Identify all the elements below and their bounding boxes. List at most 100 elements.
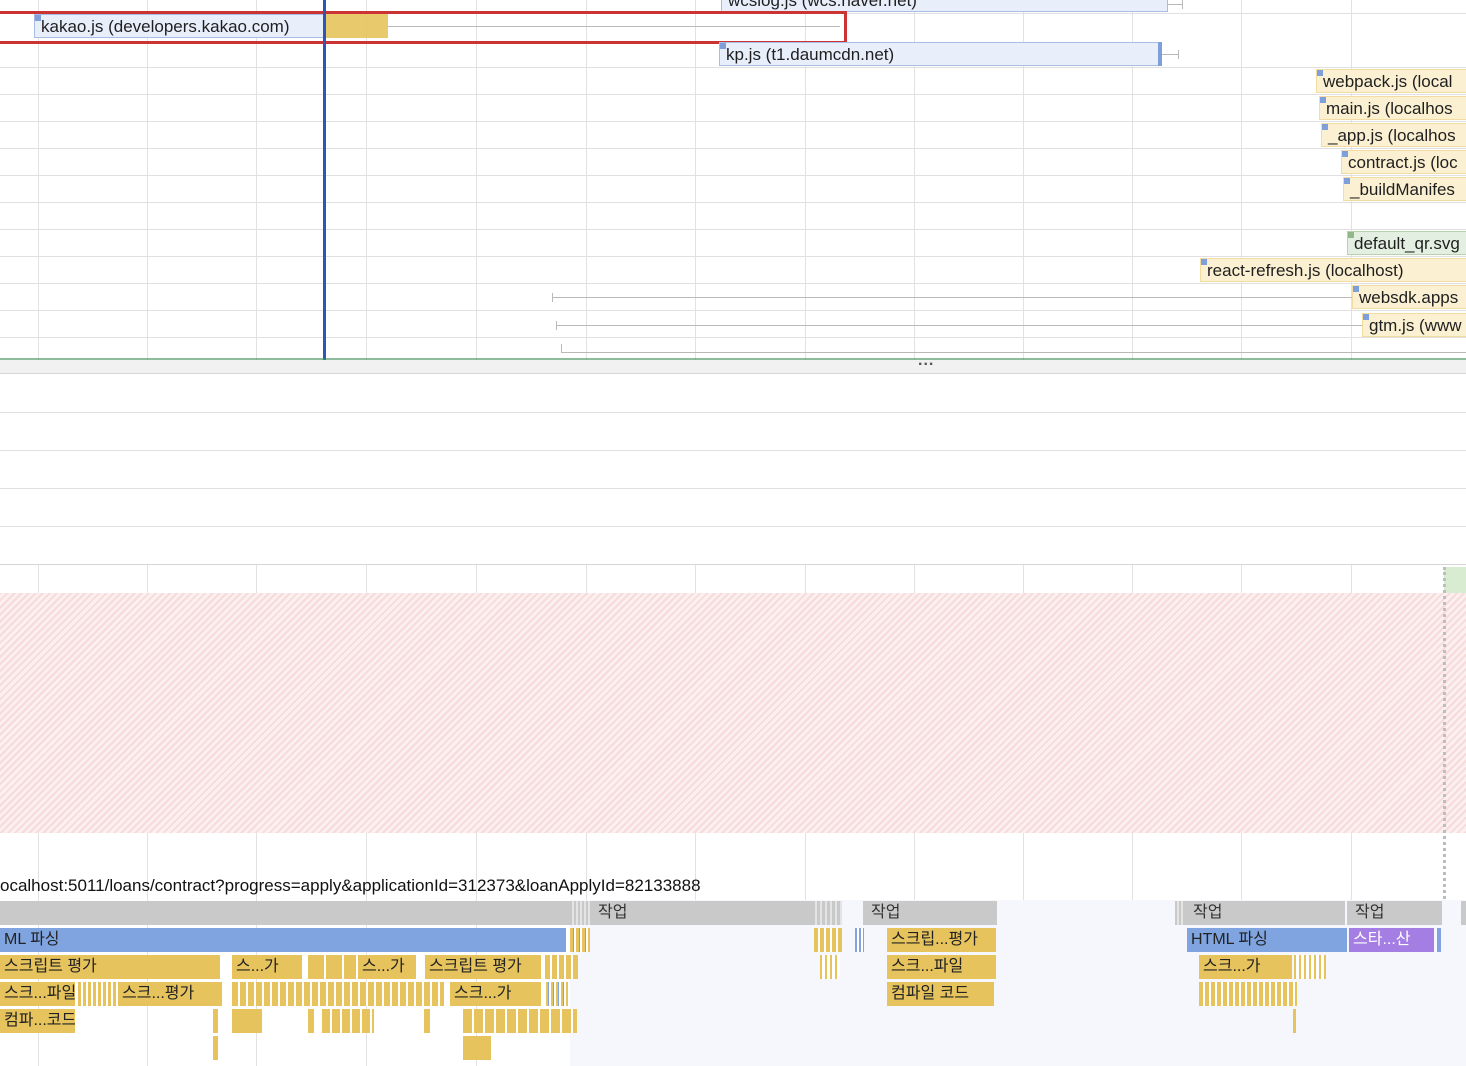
task-bar[interactable]: 작업 <box>863 901 997 925</box>
flame-script-compile[interactable]: 스크...파일 <box>0 982 75 1006</box>
flame-script-eval[interactable]: 스크립트 평가 <box>425 955 541 979</box>
flame-html-parse[interactable]: HTML 파싱 <box>1187 928 1347 952</box>
flame-script-compile[interactable]: 스크...파일 <box>887 955 996 979</box>
more-rows-indicator[interactable]: ... <box>918 352 935 369</box>
task-slivers <box>570 901 590 925</box>
flame-slivers <box>308 955 356 979</box>
task-slivers <box>1175 901 1185 925</box>
task-slivers <box>812 901 842 925</box>
network-request-label: _app.js (localhos <box>1328 126 1456 145</box>
network-request-label: kakao.js (developers.kakao.com) <box>41 17 290 36</box>
task-label: 작업 <box>598 904 628 921</box>
flame-sliver <box>213 1036 218 1060</box>
network-request-bar[interactable]: _buildManifes <box>1343 177 1466 201</box>
task-bar[interactable]: 작업 <box>1185 901 1345 925</box>
flame-slivers <box>463 1009 577 1033</box>
network-request-bar[interactable]: contract.js (loc <box>1341 150 1466 174</box>
request-whisker <box>1168 4 1182 5</box>
flame-label: ML 파싱 <box>4 931 60 948</box>
task-bar[interactable]: 작업 <box>1347 901 1442 925</box>
flame-html-parse[interactable]: ML 파싱 <box>0 928 566 952</box>
request-whisker <box>556 325 1362 326</box>
flame-compile-code[interactable]: 컴파...코드 <box>0 1009 75 1033</box>
flame-slivers <box>820 955 840 979</box>
main-thread-url: ocalhost:5011/loans/contract?progress=ap… <box>0 876 701 895</box>
row-separator <box>0 283 1466 284</box>
flame-script-eval[interactable]: 스크립...평가 <box>887 928 996 952</box>
request-whisker-cap <box>552 293 553 302</box>
grid-line <box>366 0 367 360</box>
network-track: wcslog.js (wcs.naver.net) kakao.js (deve… <box>0 0 1466 360</box>
network-request-label: webpack.js (local <box>1323 72 1453 91</box>
flame-label: 컴파일 코드 <box>891 985 970 1002</box>
flame-script-eval[interactable]: 스크...가 <box>450 982 541 1006</box>
row-separator <box>0 175 1466 176</box>
grid-line <box>256 0 257 360</box>
flame-slivers <box>814 928 842 952</box>
request-start-marker <box>1363 314 1369 320</box>
row-separator <box>0 310 1466 311</box>
flame-slivers <box>78 982 116 1006</box>
long-task-region <box>0 593 1466 833</box>
flame-script-eval[interactable]: 스...가 <box>232 955 302 979</box>
request-whisker <box>1162 54 1178 55</box>
flame-slivers <box>545 955 578 979</box>
time-cursor-line[interactable] <box>323 0 326 360</box>
network-request-bar-selected[interactable]: kakao.js (developers.kakao.com) <box>34 14 324 38</box>
network-request-bar[interactable]: main.js (localhos <box>1319 96 1466 120</box>
flame-slivers <box>322 1009 374 1033</box>
request-start-marker <box>1322 124 1328 130</box>
task-bar[interactable] <box>0 901 570 925</box>
network-request-bar[interactable]: default_qr.svg <box>1347 231 1466 255</box>
request-start-marker <box>720 43 726 49</box>
flame-slivers <box>232 982 444 1006</box>
flame-label: HTML 파싱 <box>1191 931 1268 948</box>
request-whisker-cap <box>561 344 562 353</box>
grid-line <box>805 0 806 360</box>
empty-track-separator <box>0 564 1466 565</box>
network-request-label: gtm.js (www <box>1369 316 1462 335</box>
network-request-bar[interactable]: react-refresh.js (localhost) <box>1200 258 1466 282</box>
selection-outline <box>0 11 847 44</box>
flame-label: 스...가 <box>236 958 279 975</box>
request-whisker <box>388 26 840 27</box>
flame-label: 스크...가 <box>1203 958 1261 975</box>
row-separator <box>0 121 1466 122</box>
flame-script-eval[interactable]: 스크...평가 <box>118 982 222 1006</box>
network-request-bar[interactable]: websdk.apps <box>1352 285 1466 309</box>
flame-label: 스크...파일 <box>891 958 964 975</box>
grid-line <box>476 0 477 360</box>
flame-label: 스크...평가 <box>122 985 195 1002</box>
task-bar[interactable]: 작업 <box>590 901 812 925</box>
request-end-marker <box>1158 42 1162 66</box>
request-start-marker <box>1348 232 1354 238</box>
request-start-marker <box>1320 97 1326 103</box>
flame-label: 스타...산 <box>1353 931 1411 948</box>
flame-script-eval[interactable]: 스크립트 평가 <box>0 955 220 979</box>
task-sliver <box>1461 901 1466 925</box>
row-separator <box>0 67 1466 68</box>
task-label: 작업 <box>1355 904 1385 921</box>
empty-track-separator <box>0 450 1466 451</box>
flame-style-recalc[interactable]: 스타...산 <box>1349 928 1434 952</box>
flame-label: 스크립트 평가 <box>429 958 522 975</box>
grid-line <box>1241 0 1242 360</box>
flame-compile-code[interactable]: 컴파일 코드 <box>887 982 994 1006</box>
flame-slivers <box>546 982 568 1006</box>
flame-script-eval[interactable]: 스크...가 <box>1199 955 1292 979</box>
network-request-bar[interactable]: wcslog.js (wcs.naver.net) <box>721 0 1168 12</box>
flame-label: 스크...가 <box>454 985 512 1002</box>
track-divider <box>0 358 1466 360</box>
flame-label: 스...가 <box>362 958 405 975</box>
network-request-bar[interactable]: webpack.js (local <box>1316 69 1466 93</box>
network-request-bar[interactable]: gtm.js (www <box>1362 313 1466 337</box>
network-request-bar[interactable]: kp.js (t1.daumcdn.net) <box>719 42 1162 66</box>
track-resize-bar[interactable] <box>0 360 1466 374</box>
flame-script-eval[interactable]: 스...가 <box>358 955 416 979</box>
request-start-marker <box>35 15 41 21</box>
flame-sliver <box>424 1009 430 1033</box>
network-request-bar[interactable]: _app.js (localhos <box>1321 123 1466 147</box>
network-request-label: websdk.apps <box>1359 288 1459 307</box>
row-separator <box>0 148 1466 149</box>
request-start-marker <box>1317 70 1323 76</box>
